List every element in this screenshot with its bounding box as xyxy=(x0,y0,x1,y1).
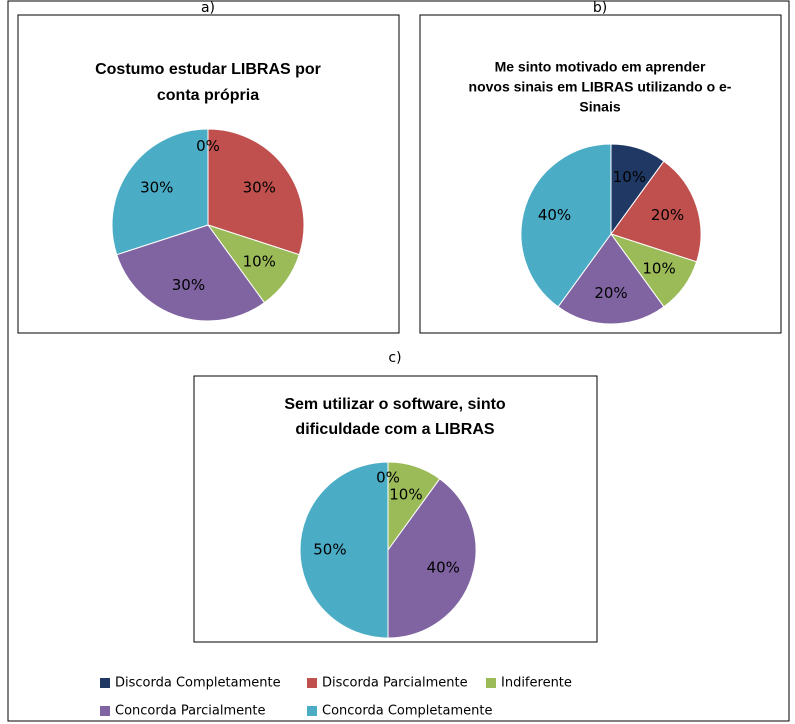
legend-label: Concorda Completamente xyxy=(322,704,492,719)
pie-slice xyxy=(299,461,389,639)
legend-swatch xyxy=(100,706,110,716)
chart-title: Costumo estudar LIBRAS por xyxy=(95,61,321,78)
chart-title: Me sinto motivado em aprender xyxy=(495,59,706,75)
data-label: 20% xyxy=(594,284,627,302)
chart-title: conta própria xyxy=(157,87,259,104)
legend-swatch xyxy=(307,678,317,688)
panel-label: a) xyxy=(201,0,215,16)
pie-slice xyxy=(520,143,612,308)
chart-title: Sinais xyxy=(579,99,620,115)
legend-swatch xyxy=(486,678,496,688)
pie-slice xyxy=(387,478,477,639)
legend-swatch xyxy=(307,706,317,716)
pie-slice xyxy=(207,128,305,256)
legend-label: Discorda Completamente xyxy=(115,676,281,691)
pie-slice xyxy=(116,224,266,322)
legend-label: Indiferente xyxy=(501,676,572,691)
legend-swatch xyxy=(100,678,110,688)
data-label: 10% xyxy=(613,168,646,186)
panel-label: b) xyxy=(593,0,607,16)
pie-slice xyxy=(111,128,209,256)
data-label: 0% xyxy=(196,137,220,155)
pie-slice xyxy=(610,160,702,263)
panel-label: c) xyxy=(388,350,401,366)
legend-label: Concorda Parcialmente xyxy=(115,704,265,719)
data-label: 0% xyxy=(376,468,400,486)
data-label: 40% xyxy=(427,558,460,576)
data-label: 30% xyxy=(172,276,205,294)
data-label: 10% xyxy=(642,259,675,277)
data-label: 20% xyxy=(651,206,684,224)
legend-label: Discorda Parcialmente xyxy=(322,676,468,691)
outer-frame xyxy=(7,0,790,722)
chart-title: Sem utilizar o software, sinto xyxy=(284,396,506,413)
data-label: 50% xyxy=(313,541,346,559)
chart-title: dificuldade com a LIBRAS xyxy=(295,421,494,438)
chart-title: novos sinais em LIBRAS utilizando o e- xyxy=(469,79,732,95)
data-label: 10% xyxy=(389,485,422,503)
data-label: 30% xyxy=(243,178,276,196)
data-label: 10% xyxy=(243,253,276,271)
pie-slice xyxy=(557,233,665,325)
data-label: 40% xyxy=(538,206,571,224)
data-label: 30% xyxy=(140,178,173,196)
